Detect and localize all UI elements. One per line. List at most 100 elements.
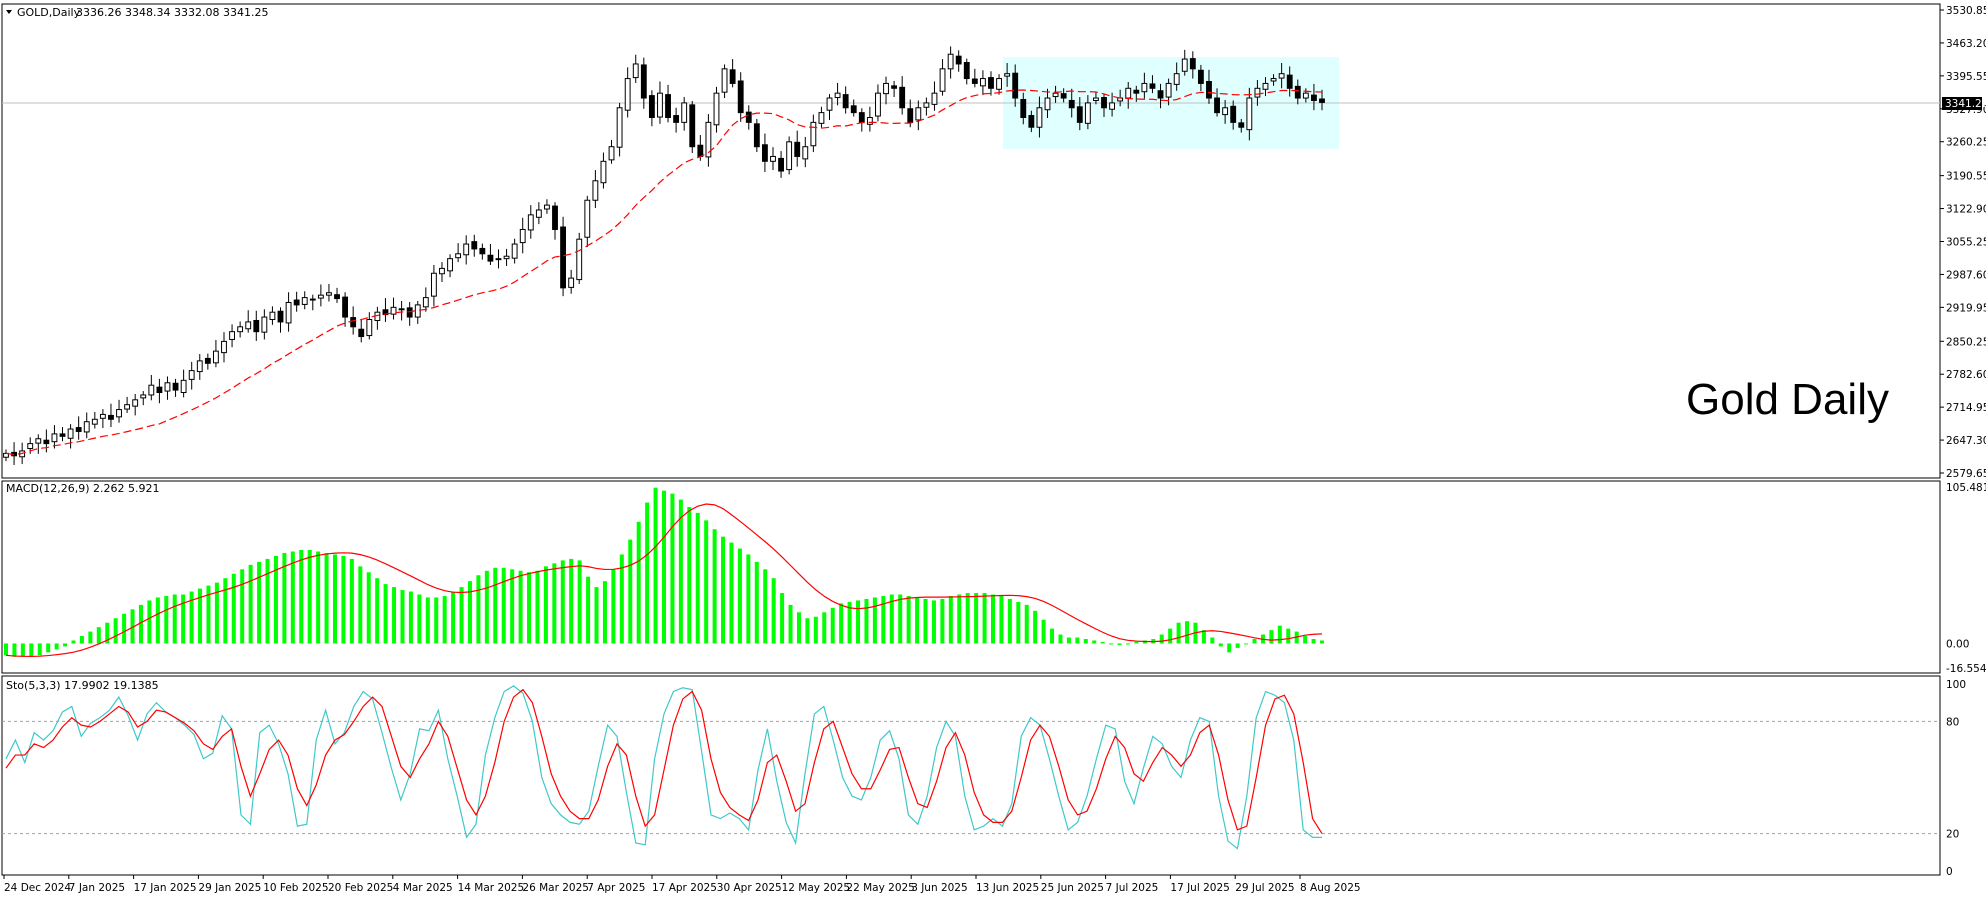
candle-body xyxy=(67,428,74,439)
candle-body xyxy=(27,443,34,449)
macd-bar xyxy=(1244,643,1249,645)
candle-body xyxy=(850,105,857,114)
x-tick-label: 17 Jan 2025 xyxy=(134,882,197,894)
candle-body xyxy=(1101,97,1107,109)
macd-bar xyxy=(88,631,93,644)
candle-body xyxy=(592,180,599,201)
macd-bar xyxy=(1024,604,1029,644)
macd-bar xyxy=(214,582,219,644)
macd-bar xyxy=(1016,601,1021,644)
candle-body xyxy=(842,94,849,109)
macd-bar xyxy=(341,555,346,644)
macd-bar xyxy=(265,558,270,644)
macd-bar xyxy=(324,552,329,644)
macd-bar xyxy=(940,598,945,644)
candle-body xyxy=(794,141,801,157)
candle-body xyxy=(600,160,607,184)
x-tick-label: 29 Jan 2025 xyxy=(198,882,261,894)
candle-body xyxy=(713,92,720,126)
macd-bar xyxy=(847,601,852,644)
macd-bar xyxy=(1252,638,1257,644)
candle-body xyxy=(1004,73,1011,77)
candle-body xyxy=(1052,92,1059,98)
macd-bar xyxy=(12,643,17,657)
candle-body xyxy=(132,399,139,407)
macd-bar xyxy=(408,591,413,644)
macd-bar xyxy=(383,584,388,644)
candle-body xyxy=(83,421,90,433)
candle-body xyxy=(1141,82,1148,93)
candle-body xyxy=(471,241,478,250)
candle-body xyxy=(624,78,631,111)
candle-body xyxy=(1093,97,1099,101)
candle-body xyxy=(697,144,704,157)
stochastic-d-line xyxy=(5,688,1323,834)
candle-body xyxy=(527,214,534,231)
candle-body xyxy=(1036,107,1043,128)
macd-bar xyxy=(906,595,911,644)
symbol-label: GOLD,Daily xyxy=(17,6,81,19)
macd-bar xyxy=(206,585,211,644)
macd-bar xyxy=(864,598,869,644)
macd-bar xyxy=(113,618,118,644)
candle-body xyxy=(91,418,98,425)
macd-bar xyxy=(704,520,709,644)
candle-body xyxy=(293,299,300,306)
macd-bar xyxy=(1277,625,1282,644)
candle-body xyxy=(180,379,187,394)
x-tick-label: 4 Mar 2025 xyxy=(393,882,453,894)
candle-body xyxy=(503,255,510,260)
macd-bar xyxy=(543,566,548,644)
chart-menu-triangle-icon[interactable] xyxy=(6,10,12,14)
macd-bar xyxy=(619,554,624,644)
macd-bar xyxy=(1075,637,1080,644)
candle-body xyxy=(560,226,567,289)
macd-bar xyxy=(1117,643,1122,645)
candle-body xyxy=(535,209,542,218)
candle-body xyxy=(552,205,558,230)
macd-bar xyxy=(172,594,177,644)
price-tick-label: 3260.25 xyxy=(1946,137,1986,149)
macd-bar xyxy=(130,609,135,644)
candle-body xyxy=(188,370,195,380)
macd-bar xyxy=(105,622,110,644)
macd-bar xyxy=(653,487,658,644)
macd-bar xyxy=(366,572,371,644)
macd-bar xyxy=(721,536,726,644)
y-axis-labels: 3530.853463.203395.553327.903260.253190.… xyxy=(1940,5,1986,878)
candle-body xyxy=(430,272,437,297)
candle-body xyxy=(907,108,914,123)
candle-body xyxy=(931,92,938,105)
price-tick-label: 3122.90 xyxy=(1946,204,1986,216)
candle-body xyxy=(1238,122,1245,128)
macd-bar xyxy=(96,627,101,644)
macd-bar xyxy=(282,552,287,644)
candle-body xyxy=(923,102,930,108)
macd-bar xyxy=(425,597,430,644)
candle-body xyxy=(1109,102,1116,110)
candle-body xyxy=(818,112,825,124)
price-tick-label: 3530.85 xyxy=(1946,5,1986,17)
macd-bar xyxy=(687,506,692,644)
macd-bar xyxy=(982,593,987,644)
candle-body xyxy=(1133,89,1140,94)
macd-bar xyxy=(552,563,557,644)
candle-body xyxy=(350,317,357,328)
candle-body xyxy=(608,146,615,161)
macd-bar xyxy=(1320,640,1324,644)
macd-bar xyxy=(788,604,793,644)
macd-bar xyxy=(1134,641,1139,644)
macd-bar xyxy=(670,493,675,644)
macd-bar xyxy=(569,558,574,644)
macd-bar xyxy=(1176,622,1181,644)
candle-body xyxy=(770,155,776,162)
macd-bar xyxy=(1066,637,1071,644)
candle-body xyxy=(326,292,332,296)
macd-bar xyxy=(594,587,599,644)
candle-body xyxy=(1246,97,1253,131)
price-tick-label: 2919.95 xyxy=(1946,302,1986,314)
macd-bar xyxy=(1185,621,1190,644)
macd-tick-label: -16.554 xyxy=(1946,663,1986,675)
macd-bar xyxy=(737,548,742,644)
